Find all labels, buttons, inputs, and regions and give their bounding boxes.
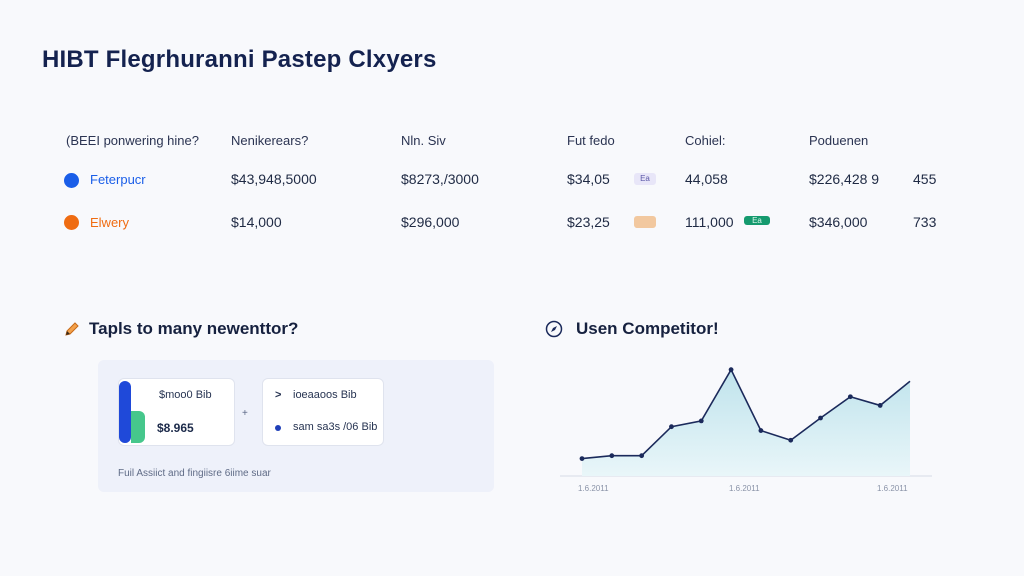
column-header: Nln. Siv [401, 133, 446, 148]
column-header: Cohiel: [685, 133, 726, 148]
x-tick-label: 1.6.2011 [877, 484, 908, 493]
card-value: $8.965 [157, 421, 194, 435]
row-name: Elwery [90, 215, 130, 230]
summary-panel: $moo0 Bib $8.965 + > ioeaaoos Bib sam sa… [98, 360, 494, 492]
table-cell: $23,25 [567, 214, 610, 230]
data-point [639, 453, 645, 459]
data-point [669, 424, 674, 430]
data-point [788, 437, 794, 443]
table-cell: $14,000 [231, 214, 282, 230]
x-tick-label: 1.6.2011 [578, 484, 609, 493]
dot-icon [275, 425, 281, 431]
column-header: Fut fedo [567, 133, 615, 148]
series-dot-icon [64, 173, 79, 188]
data-point [579, 456, 585, 461]
table-cell: 733 [913, 214, 937, 230]
card-label: ioeaaoos Bib [293, 389, 357, 401]
data-point [758, 428, 764, 433]
data-point [877, 403, 883, 408]
table-cell: 455 [913, 171, 937, 187]
bar-icon [131, 411, 145, 443]
area-fill [582, 369, 910, 476]
page-title: HIBT Flegrhuranni Pastep Clxyers [42, 46, 437, 73]
summary-card[interactable]: $moo0 Bib $8.965 [118, 378, 235, 446]
arrow-icon: > [275, 389, 282, 401]
card-label: sam sa3s /06 Bib [293, 421, 378, 433]
panel-footer: Fuil Assiict and fingiisre 6iime suar [118, 468, 271, 479]
data-point [818, 415, 823, 421]
status-badge: Ea [634, 173, 656, 185]
table-cell: $34,05 [567, 171, 610, 187]
section-title: Usen Competitor! [576, 319, 719, 338]
card-label: $moo0 Bib [159, 389, 212, 401]
status-badge [634, 216, 656, 228]
status-badge: Ea [744, 216, 770, 225]
table-cell: $43,948,5000 [231, 171, 317, 187]
summary-card[interactable]: > ioeaaoos Bib sam sa3s /06 Bib [262, 378, 384, 446]
bar-icon [119, 381, 131, 443]
column-header: Poduenen [809, 133, 869, 148]
row-name: Feterpucr [90, 172, 146, 187]
column-header: Nenikerears? [231, 133, 309, 148]
table-cell: $296,000 [401, 214, 460, 230]
plus-icon: + [242, 408, 248, 419]
data-point [609, 453, 615, 459]
compass-icon [545, 320, 563, 338]
table-cell: 44,058 [685, 171, 728, 187]
table-cell: $346,000 [809, 214, 868, 230]
data-point [728, 367, 734, 373]
column-header: (BEEI ponwering hine? [66, 133, 199, 148]
line-chart [560, 367, 932, 477]
x-tick-label: 1.6.2011 [729, 484, 760, 493]
table-cell: $226,428 9 [809, 171, 880, 187]
pencil-icon [63, 320, 81, 338]
data-point [847, 394, 853, 400]
table-cell: $8273,/3000 [401, 171, 479, 187]
section-title: Tapls to many newenttor? [89, 319, 299, 338]
series-line [581, 367, 911, 460]
data-point [698, 418, 704, 424]
table-cell: 111,000 [685, 214, 734, 230]
series-dot-icon [64, 215, 79, 230]
